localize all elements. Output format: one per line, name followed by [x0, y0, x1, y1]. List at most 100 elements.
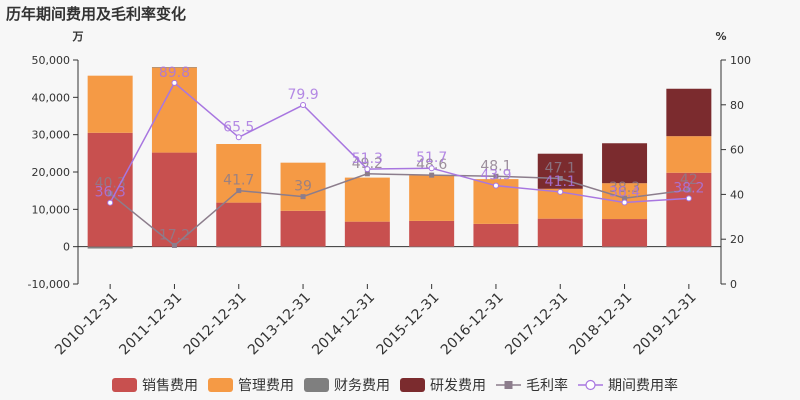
point-期间费用率	[557, 188, 564, 195]
right-tick-label: 80	[730, 99, 744, 112]
bar-财务费用-2012-12-31	[216, 246, 262, 248]
point-期间费用率	[492, 182, 499, 189]
bar-销售费用-2015-12-31	[409, 220, 455, 247]
line-毛利率	[109, 173, 689, 247]
x-tick-label: 2012-12-31	[181, 290, 250, 359]
left-unit-label: 万	[72, 30, 84, 43]
x-tick-label: 2011-12-31	[116, 290, 185, 359]
x-tick-label: 2014-12-31	[309, 290, 378, 359]
legend-label-销售费用: 销售费用	[142, 378, 198, 394]
data-label-毛利率: 47.1	[545, 160, 576, 176]
bar-财务费用-2010-12-31	[87, 246, 133, 249]
data-label-期间费用率: 51.3	[352, 151, 383, 167]
data-label-毛利率: 39	[294, 179, 312, 195]
x-tick-label: 2018-12-31	[567, 290, 636, 359]
line-期间费用率	[109, 81, 689, 204]
right-tick-label: 40	[730, 188, 744, 201]
chart-title: 历年期间费用及毛利率变化	[6, 5, 187, 23]
legend-swatch-研发费用	[400, 378, 425, 392]
x-tick-label: 2010-12-31	[52, 290, 121, 359]
point-毛利率	[107, 191, 113, 197]
bar-销售费用-2010-12-31	[87, 132, 133, 247]
data-label-毛利率: 48.1	[480, 158, 511, 174]
bar-财务费用-2011-12-31	[151, 67, 197, 68]
x-tick-label: 2013-12-31	[245, 290, 314, 359]
bar-财务费用-2017-12-31	[537, 246, 583, 248]
point-期间费用率	[621, 199, 628, 206]
left-tick-label: 20,000	[32, 166, 71, 179]
point-期间费用率	[428, 165, 435, 172]
point-毛利率	[493, 173, 499, 179]
point-期间费用率	[364, 166, 371, 173]
bar-管理费用-2010-12-31	[87, 75, 133, 133]
data-label-期间费用率: 51.7	[416, 150, 447, 166]
data-label-期间费用率: 89.8	[159, 65, 190, 81]
legend-label-毛利率: 毛利率	[526, 377, 568, 394]
bar-管理费用-2013-12-31	[280, 162, 326, 211]
bar-管理费用-2014-12-31	[344, 177, 390, 222]
point-毛利率	[557, 175, 563, 181]
legend-label-研发费用: 研发费用	[430, 378, 486, 394]
legend-marker-期间费用率	[585, 379, 596, 391]
data-label-期间费用率: 43.9	[480, 168, 511, 184]
bar-管理费用-2015-12-31	[409, 175, 455, 221]
bar-销售费用-2013-12-31	[280, 210, 326, 247]
point-期间费用率	[171, 79, 178, 86]
bar-财务费用-2014-12-31	[344, 246, 390, 248]
data-label-毛利率: 41.7	[223, 173, 254, 189]
left-tick-label: 40,000	[32, 91, 71, 104]
point-毛利率	[686, 187, 692, 193]
data-label-毛利率: 42	[680, 172, 698, 188]
data-label-期间费用率: 38.2	[673, 180, 704, 196]
right-unit-label: %	[715, 30, 726, 43]
left-tick-label: 30,000	[32, 129, 71, 142]
bar-销售费用-2012-12-31	[216, 202, 262, 247]
right-tick-label: 60	[730, 144, 744, 157]
data-label-毛利率: 17.2	[159, 227, 190, 243]
bar-财务费用-2016-12-31	[473, 246, 519, 248]
bar-销售费用-2014-12-31	[344, 221, 390, 247]
point-期间费用率	[107, 199, 114, 206]
left-tick-label: 50,000	[32, 54, 71, 67]
left-tick-label: 10,000	[32, 203, 71, 216]
point-毛利率	[236, 188, 242, 194]
bar-销售费用-2019-12-31	[666, 172, 712, 247]
data-label-毛利率: 48.6	[416, 157, 447, 173]
bar-财务费用-2013-12-31	[280, 246, 326, 248]
legend-swatch-财务费用	[304, 378, 329, 392]
point-毛利率	[364, 171, 370, 177]
point-期间费用率	[300, 102, 307, 109]
data-label-期间费用率: 36.4	[609, 184, 640, 200]
point-期间费用率	[235, 134, 242, 141]
data-label-期间费用率: 65.5	[223, 119, 254, 135]
right-tick-label: 100	[730, 54, 751, 67]
point-毛利率	[300, 194, 306, 200]
legend-label-管理费用: 管理费用	[238, 378, 294, 394]
x-tick-label: 2016-12-31	[438, 290, 507, 359]
bar-销售费用-2018-12-31	[602, 219, 648, 247]
data-label-期间费用率: 41.1	[545, 174, 576, 190]
bar-研发费用-2018-12-31	[602, 143, 648, 184]
data-label-期间费用率: 36.3	[95, 185, 126, 201]
x-tick-label: 2015-12-31	[374, 290, 443, 359]
legend-swatch-销售费用	[112, 378, 137, 392]
data-label-毛利率: 49.2	[352, 156, 383, 172]
right-tick-label: 20	[730, 233, 744, 246]
legend-label-财务费用: 财务费用	[334, 378, 390, 394]
point-期间费用率	[685, 195, 692, 202]
bar-销售费用-2017-12-31	[537, 218, 583, 247]
bar-销售费用-2016-12-31	[473, 223, 519, 247]
bar-财务费用-2018-12-31	[602, 246, 648, 248]
bar-研发费用-2019-12-31	[666, 88, 712, 137]
data-label-期间费用率: 79.9	[287, 87, 318, 103]
left-tick-label: -10,000	[28, 278, 70, 291]
right-tick-label: 0	[730, 278, 737, 291]
legend-swatch-管理费用	[208, 378, 233, 392]
bar-财务费用-2015-12-31	[409, 246, 455, 248]
legend-marker-毛利率	[504, 381, 513, 389]
left-tick-label: 0	[63, 241, 70, 254]
point-毛利率	[622, 195, 628, 201]
x-tick-label: 2017-12-31	[502, 290, 571, 359]
x-tick-label: 2019-12-31	[631, 290, 700, 359]
